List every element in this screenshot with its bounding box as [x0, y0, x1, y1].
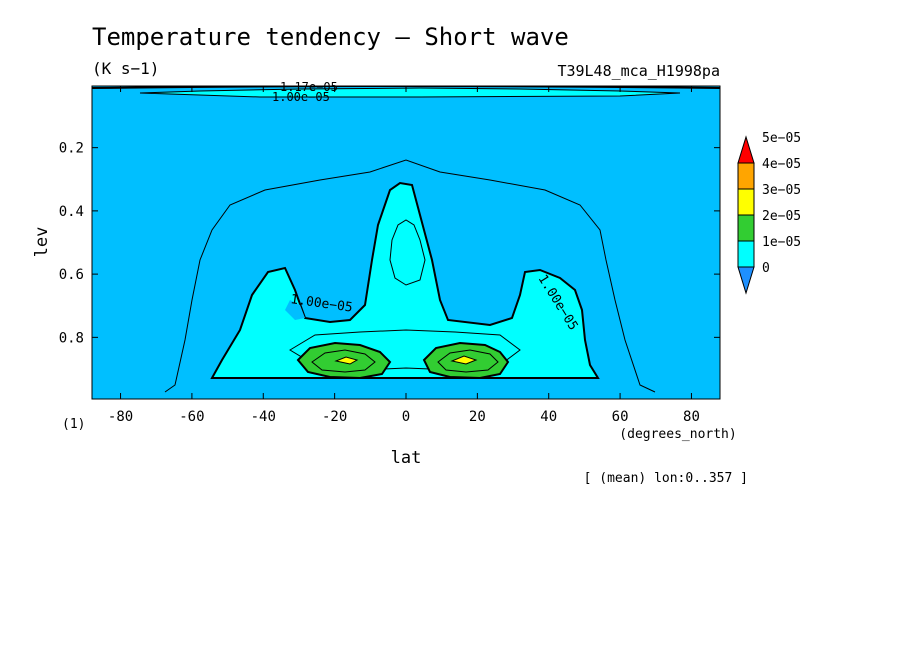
y-tick-label: 0.4	[59, 204, 84, 220]
x-tick-label: -20	[322, 409, 347, 425]
x-tick-label: 0	[402, 409, 410, 425]
filled-contour-1e-05	[210, 181, 600, 379]
colorbar-segment	[737, 162, 755, 190]
x-axis-unit: (degrees_north)	[619, 427, 736, 442]
x-tick-label: -60	[179, 409, 204, 425]
contour-line-2e-05-left-inner	[311, 349, 376, 373]
colorbar-segment	[737, 214, 755, 242]
colorbar-segment	[737, 240, 755, 268]
x-axis-label: lat	[391, 448, 422, 468]
colorbar-segment	[737, 135, 755, 164]
y-tick-label: 0.8	[59, 330, 84, 346]
y-axis-unit: (1)	[62, 417, 85, 432]
x-axis: -80 -60 -40 -20 0 20 40 60 80 lat (degrees_north…	[108, 86, 737, 468]
colorbar-label: 0	[762, 261, 770, 276]
contour-line-top	[92, 86, 720, 89]
contour-line-2e-05-right-inner	[437, 349, 499, 373]
x-tick-label: -40	[251, 409, 276, 425]
filled-contour-3e-05-left	[334, 356, 359, 365]
footer-note: [ (mean) lon:0..357 ]	[584, 471, 748, 486]
x-tick-label: 20	[469, 409, 486, 425]
x-tick-label: 40	[540, 409, 557, 425]
y-tick-label: 0.6	[59, 267, 84, 283]
colorbar-segment	[737, 188, 755, 216]
x-tick-label: -80	[108, 409, 133, 425]
contour-line-outer	[164, 159, 656, 393]
colorbar-label: 1e−05	[762, 235, 801, 250]
filled-contour-3e-05-right	[450, 355, 478, 365]
y-axis-label: lev	[32, 227, 52, 258]
colorbar-segment	[737, 266, 755, 295]
colorbar-label: 2e−05	[762, 209, 801, 224]
y-axis: 0.2 0.4 0.6 0.8 lev (1)	[32, 141, 720, 432]
colorbar-label: 4e−05	[762, 157, 801, 172]
colorbar-label: 5e−05	[762, 131, 801, 146]
contour-label-top: 1.00e−05	[272, 90, 330, 104]
colorbar-label: 3e−05	[762, 183, 801, 198]
cut-region-left	[285, 300, 305, 320]
colorbar: 0 1e−05 2e−05 3e−05 4e−05 5e−05	[737, 131, 801, 295]
plot-area: 1.00e−05 1.00e−05 1.00e−05 1.17e−05	[91, 80, 721, 400]
run-label: T39L48_mca_H1998pa	[557, 62, 720, 80]
x-tick-label: 80	[683, 409, 700, 425]
contour-line-inner-upper	[389, 219, 426, 286]
y-tick-label: 0.2	[59, 141, 84, 157]
chart-subtitle: (K s−1)	[92, 59, 159, 78]
chart-title: Temperature tendency — Short wave	[92, 23, 569, 51]
contour-label-top-overlap: 1.17e−05	[280, 80, 338, 94]
x-tick-label: 60	[612, 409, 629, 425]
